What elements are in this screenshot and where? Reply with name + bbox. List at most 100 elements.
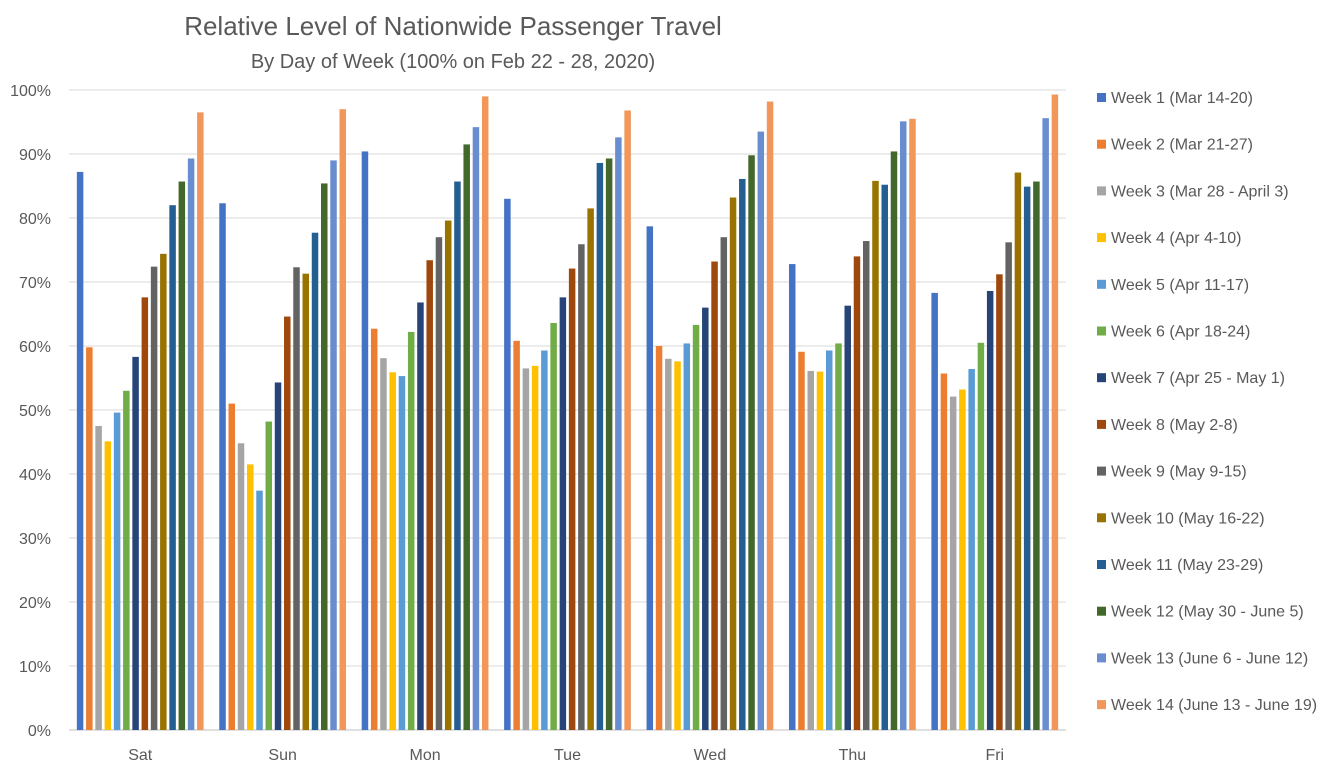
bar-fri-week-10	[1014, 172, 1022, 730]
y-tick-label: 20%	[19, 595, 51, 612]
y-tick-label: 60%	[19, 339, 51, 356]
bar-sat-week-13	[187, 158, 195, 731]
bar-fri-week-12	[1033, 181, 1040, 730]
bar-sat-week-12	[178, 181, 186, 730]
bar-tue-week-6	[550, 322, 557, 730]
legend-label: Week 4 (Apr 4-10)	[1111, 230, 1241, 247]
bar-thu-week-3	[807, 370, 814, 730]
legend-swatch	[1097, 560, 1106, 569]
bar-sun-week-14	[339, 109, 347, 730]
bar-sat-week-9	[150, 266, 158, 730]
bar-thu-week-11	[881, 184, 888, 731]
bar-tue-week-5	[541, 350, 548, 730]
legend-label: Week 2 (Mar 21-27)	[1111, 137, 1253, 154]
bar-mon-week-10	[444, 220, 452, 730]
bar-wed-week-13	[757, 131, 765, 731]
legend-label: Week 13 (June 6 - June 12)	[1111, 650, 1308, 667]
y-tick-label: 80%	[19, 211, 51, 228]
bar-fri-week-2	[940, 373, 948, 730]
bar-sun-week-1	[219, 203, 226, 730]
legend-swatch	[1097, 326, 1106, 336]
bar-sun-week-13	[330, 160, 337, 730]
bar-thu-week-12	[890, 151, 898, 730]
bar-sun-week-12	[321, 183, 328, 730]
bar-tue-week-3	[522, 368, 530, 730]
bar-sat-week-3	[95, 426, 102, 730]
y-tick-label: 10%	[19, 659, 51, 676]
x-tick-label: Sun	[268, 747, 296, 764]
bar-mon-week-11	[454, 181, 461, 730]
bar-sat-week-14	[197, 112, 204, 730]
chart-subtitle: By Day of Week (100% on Feb 22 - 28, 202…	[251, 51, 655, 73]
y-tick-label: 40%	[19, 467, 51, 484]
bar-sun-week-10	[302, 273, 310, 730]
bar-sat-week-5	[113, 412, 121, 730]
legend-swatch	[1097, 513, 1106, 523]
bar-mon-week-5	[398, 376, 406, 730]
bar-fri-week-13	[1042, 118, 1049, 730]
bar-tue-week-7	[559, 297, 567, 730]
bar-sun-week-11	[311, 232, 319, 730]
x-tick-label: Fri	[985, 747, 1004, 764]
bar-wed-week-5	[683, 343, 691, 730]
bar-mon-week-8	[426, 260, 433, 730]
bar-fri-week-3	[949, 396, 957, 730]
bar-fri-week-5	[968, 369, 975, 730]
bar-sun-week-9	[293, 267, 300, 730]
bar-tue-week-1	[504, 198, 511, 731]
bar-wed-week-8	[711, 261, 718, 730]
y-tick-label: 90%	[19, 147, 51, 164]
legend-swatch	[1097, 606, 1106, 616]
bar-tue-week-10	[587, 208, 594, 730]
legend-label: Week 6 (Apr 18-24)	[1111, 324, 1250, 341]
bar-fri-week-14	[1051, 94, 1059, 731]
bar-mon-week-3	[380, 358, 387, 730]
legend-swatch	[1097, 419, 1106, 429]
legend-label: Week 3 (Mar 28 - April 3)	[1111, 183, 1289, 200]
legend-swatch	[1097, 466, 1106, 476]
legend-swatch	[1097, 93, 1106, 102]
bar-tue-week-12	[605, 158, 613, 731]
bars	[76, 94, 1059, 731]
x-tick-label: Sat	[128, 747, 153, 764]
x-tick-label: Wed	[694, 747, 727, 764]
bar-tue-week-11	[596, 162, 604, 730]
bar-wed-week-7	[702, 307, 709, 730]
legend-label: Week 9 (May 9-15)	[1111, 464, 1247, 481]
legend-label: Week 14 (June 13 - June 19)	[1111, 697, 1317, 714]
y-tick-label: 0%	[28, 723, 51, 740]
bar-thu-week-9	[862, 241, 870, 731]
legend-swatch	[1097, 139, 1106, 149]
x-tick-label: Thu	[839, 747, 867, 764]
y-axis-ticks: 0% 10% 20% 30% 40% 50% 60% 70% 80% 90% 100%	[10, 83, 51, 740]
bar-fri-week-4	[959, 389, 966, 730]
y-tick-label: 70%	[19, 275, 51, 292]
bar-thu-week-1	[788, 264, 796, 730]
bar-fri-week-9	[1005, 242, 1012, 730]
bar-sat-week-4	[104, 441, 112, 730]
bar-sat-week-1	[76, 171, 84, 731]
bar-mon-week-4	[389, 372, 396, 730]
bar-fri-week-1	[931, 292, 938, 730]
legend-swatch	[1097, 233, 1106, 243]
bar-tue-week-14	[624, 110, 631, 731]
bar-sun-week-7	[274, 382, 282, 730]
bar-thu-week-13	[899, 121, 907, 731]
legend-label: Week 1 (Mar 14-20)	[1111, 90, 1253, 107]
legend-swatch	[1097, 653, 1106, 663]
bar-thu-week-2	[798, 351, 805, 730]
bar-sun-week-6	[265, 421, 273, 730]
legend-swatch	[1097, 279, 1106, 289]
chart-title: Relative Level of Nationwide Passenger T…	[184, 11, 722, 41]
legend-label: Week 8 (May 2-8)	[1111, 417, 1238, 434]
bar-tue-week-9	[578, 244, 585, 731]
bar-sun-week-4	[247, 464, 254, 730]
bar-mon-week-6	[407, 331, 415, 730]
bar-mon-week-12	[463, 144, 470, 730]
legend: Week 1 (Mar 14-20) Week 2 (Mar 21-27) Week…	[1097, 90, 1317, 714]
bar-tue-week-13	[615, 137, 622, 731]
bar-thu-week-10	[872, 180, 879, 730]
bar-sat-week-10	[160, 253, 167, 730]
x-tick-label: Mon	[410, 747, 441, 764]
